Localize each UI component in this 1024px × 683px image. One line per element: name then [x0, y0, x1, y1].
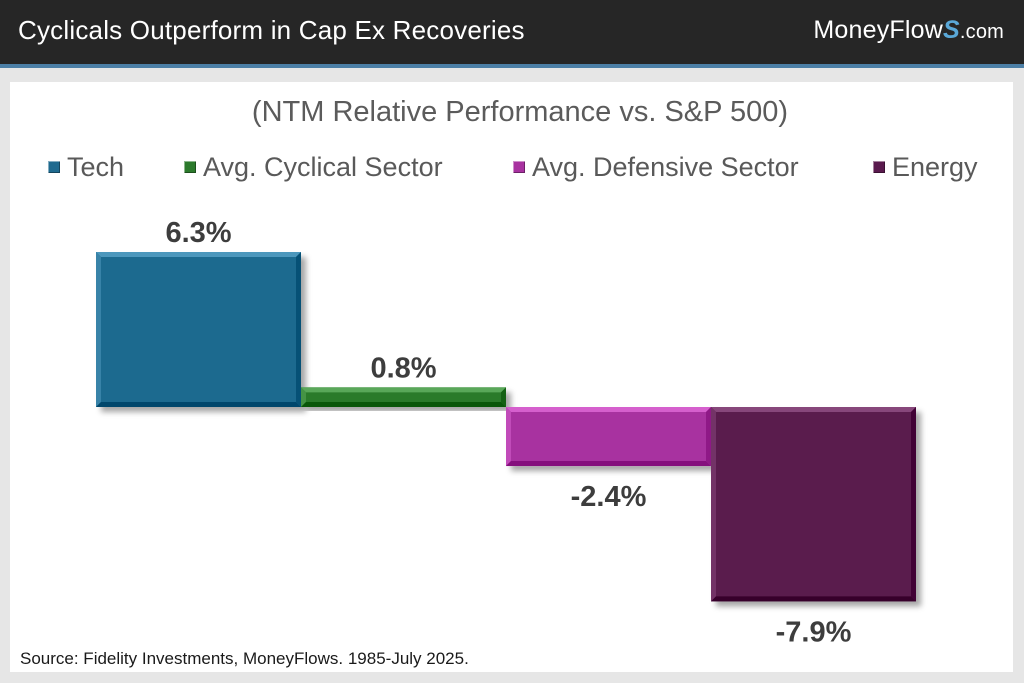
source-note: Source: Fidelity Investments, MoneyFlows… — [20, 649, 469, 668]
legend-item-tech: Tech — [48, 152, 124, 182]
legend-label-energy: Energy — [892, 152, 978, 182]
bar-avg-defensive-sector — [506, 407, 711, 467]
bar-bevel-top-energy — [711, 407, 916, 412]
legend-item-cyclical: Avg. Cyclical Sector — [184, 152, 443, 182]
bar-energy — [711, 407, 916, 602]
brand-s: S — [942, 16, 960, 44]
bar-bevel-left-avg-defensive-sector — [506, 407, 511, 467]
bar-bevel-left-avg-cyclical-sector — [301, 387, 306, 407]
bar-bevel-right-avg-defensive-sector — [706, 407, 711, 467]
brand-name: MoneyFlow — [813, 16, 943, 44]
bar-avg-cyclical-sector — [301, 387, 506, 407]
legend-swatch-energy — [873, 160, 885, 173]
bar-bevel-bottom-avg-cyclical-sector — [301, 402, 506, 407]
bar-tech — [96, 252, 301, 407]
data-label-tech: 6.3% — [165, 217, 231, 249]
bar-fill-avg-defensive-sector — [506, 407, 711, 467]
header-bar: Cyclicals Outperform in Cap Ex Recoverie… — [0, 0, 1024, 68]
bar-bevel-bottom-avg-defensive-sector — [506, 461, 711, 467]
legend-label-defensive: Avg. Defensive Sector — [532, 152, 799, 182]
bar-bevel-top-tech — [96, 252, 301, 258]
data-label-avg-cyclical-sector: 0.8% — [370, 352, 436, 384]
data-label-energy: -7.9% — [776, 616, 852, 648]
brand-domain: .com — [959, 21, 1004, 43]
bar-bevel-right-energy — [911, 407, 916, 602]
bar-fill-energy — [711, 407, 916, 602]
legend-item-defensive: Avg. Defensive Sector — [513, 152, 799, 182]
bar-bevel-left-tech — [96, 252, 101, 407]
page-title: Cyclicals Outperform in Cap Ex Recoverie… — [18, 15, 525, 45]
bar-bevel-right-avg-cyclical-sector — [501, 387, 506, 407]
bar-bevel-bottom-tech — [96, 402, 301, 407]
legend-item-energy: Energy — [873, 152, 978, 182]
chart-subtitle: (NTM Relative Performance vs. S&P 500) — [251, 96, 789, 128]
data-label-avg-defensive-sector: -2.4% — [571, 481, 647, 513]
bar-bevel-bottom-energy — [711, 596, 916, 602]
bar-bevel-top-avg-defensive-sector — [506, 407, 711, 412]
bar-bevel-top-avg-cyclical-sector — [301, 387, 506, 393]
bar-fill-tech — [96, 252, 301, 407]
bar-bevel-left-energy — [711, 407, 716, 602]
legend-label-cyclical: Avg. Cyclical Sector — [203, 152, 443, 182]
brand-logo: MoneyFlowS.com — [813, 16, 1004, 45]
legend-swatch-cyclical — [184, 160, 196, 173]
legend-label-tech: Tech — [67, 152, 125, 182]
bar-bevel-right-tech — [296, 252, 301, 407]
legend-swatch-tech — [48, 160, 60, 173]
legend-swatch-defensive — [513, 160, 525, 173]
